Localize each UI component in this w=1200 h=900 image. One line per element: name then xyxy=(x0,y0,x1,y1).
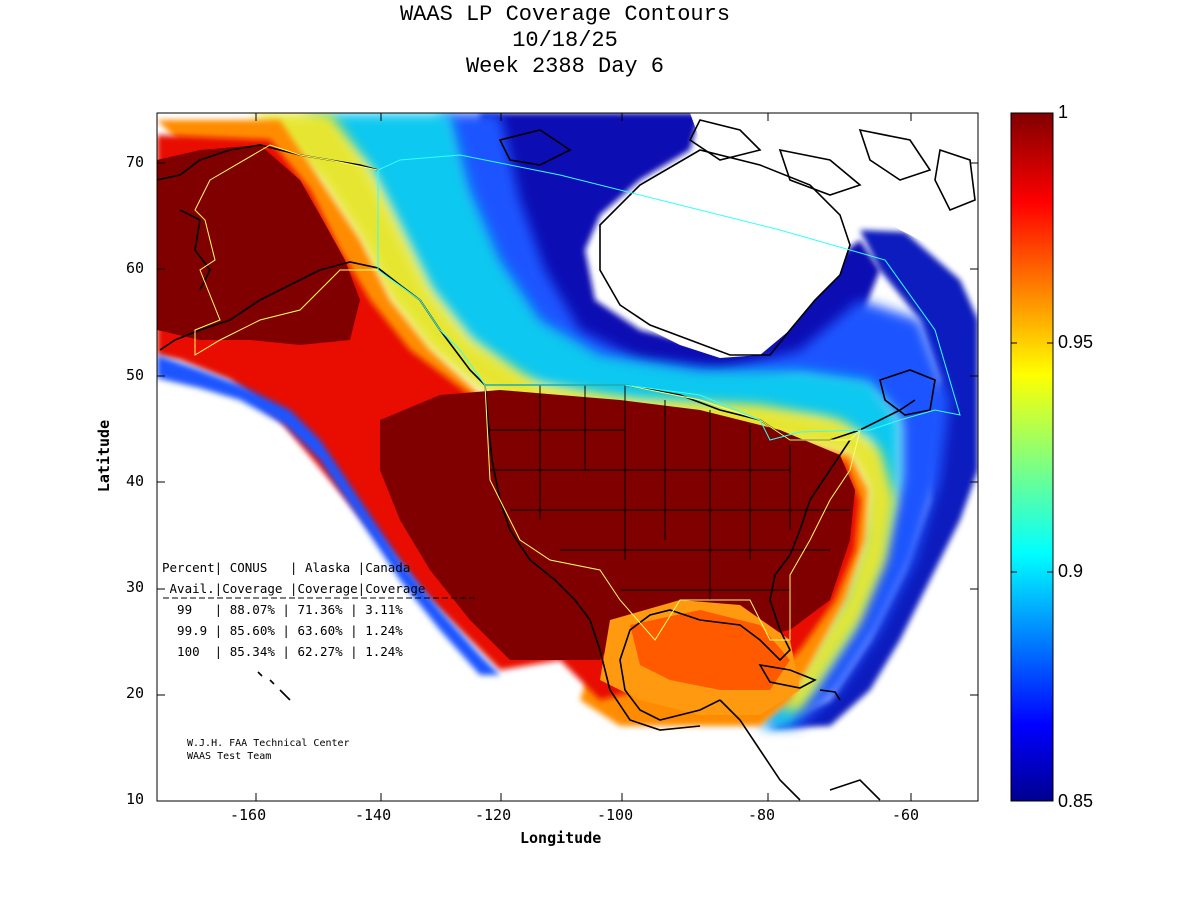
y-tick-label: 50 xyxy=(126,366,145,384)
chart-week-day: Week 2388 Day 6 xyxy=(465,54,665,79)
y-axis-label: Latitude xyxy=(95,419,114,493)
tick-marks xyxy=(157,113,978,802)
credit-line-1: W.J.H. FAA Technical Center xyxy=(187,738,350,749)
x-axis-label: Longitude xyxy=(520,829,602,847)
colorbar-tick-label: 0.85 xyxy=(1058,791,1094,811)
x-tick-label: -80 xyxy=(748,806,776,824)
x-tick-label: -160 xyxy=(230,806,267,824)
coverage-table-header-1: Percent| CONUS | Alaska |Canada xyxy=(162,560,411,575)
colorbar-tick-label: 0.9 xyxy=(1058,561,1084,581)
contour-blue xyxy=(440,113,950,726)
y-tick-label: 10 xyxy=(126,790,145,808)
contour-gulf-inner xyxy=(630,610,790,690)
contour-west-edge xyxy=(157,355,500,675)
credit-line-2: WAAS Test Team xyxy=(187,751,272,762)
y-tick-label: 70 xyxy=(126,153,145,171)
contour-max-conus xyxy=(380,390,855,660)
x-tick-label: -100 xyxy=(597,806,634,824)
colorbar-ticks xyxy=(1011,342,1053,573)
coverage-contours xyxy=(157,113,978,801)
state-borders xyxy=(490,385,850,600)
no-coverage-area xyxy=(595,150,850,358)
x-tick-label: -140 xyxy=(355,806,392,824)
y-tick-label: 30 xyxy=(126,578,145,596)
no-coverage-arctic xyxy=(690,113,978,250)
colorbar xyxy=(1010,112,1054,802)
plot-frame xyxy=(156,112,979,802)
contour-max-alaska xyxy=(157,145,360,345)
colorbar-tick-label: 0.95 xyxy=(1058,332,1094,352)
coverage-table-header-2: Avail.|Coverage |Coverage|Coverage xyxy=(162,581,426,596)
chart-date: 10/18/25 xyxy=(512,28,618,53)
colorbar-tick-label: 1 xyxy=(1058,102,1069,122)
x-tick-label: -60 xyxy=(892,806,920,824)
y-tick-label: 40 xyxy=(126,472,145,490)
x-tick-label: -120 xyxy=(475,806,512,824)
coverage-table-row: 99 | 88.07% | 71.36% | 3.11% xyxy=(162,602,403,617)
contour-cyan xyxy=(300,113,900,726)
coverage-table-row: 100 | 85.34% | 62.27% | 1.24% xyxy=(162,644,403,659)
y-tick-label: 60 xyxy=(126,259,145,277)
chart-title: WAAS LP Coverage Contours xyxy=(399,2,731,27)
service-volumes xyxy=(194,144,961,641)
y-tick-label: 20 xyxy=(126,684,145,702)
coverage-table-row: 99.9 | 85.60% | 63.60% | 1.24% xyxy=(162,623,403,638)
